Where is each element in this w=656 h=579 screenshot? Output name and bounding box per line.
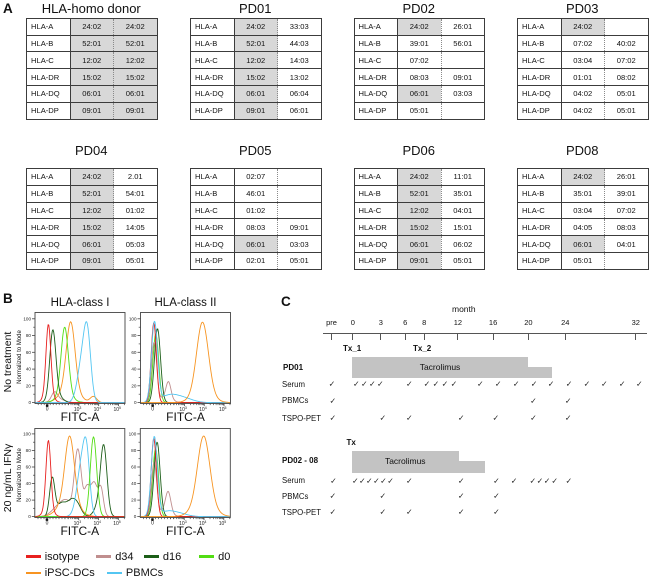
svg-text:0: 0	[151, 521, 154, 527]
svg-text:80: 80	[131, 333, 137, 338]
svg-text:60: 60	[131, 465, 137, 470]
svg-text:100: 100	[129, 432, 137, 437]
svg-text:60: 60	[131, 350, 137, 355]
svg-text:0: 0	[46, 521, 49, 527]
svg-text:20: 20	[131, 498, 137, 503]
svg-text:104: 104	[94, 406, 102, 413]
svg-text:20: 20	[26, 383, 32, 388]
svg-text:104: 104	[199, 520, 207, 527]
svg-text:40: 40	[131, 481, 137, 486]
svg-text:0: 0	[28, 514, 31, 519]
svg-text:100: 100	[23, 316, 31, 321]
svg-text:20: 20	[131, 383, 137, 388]
svg-text:104: 104	[93, 520, 101, 527]
svg-text:0: 0	[134, 400, 137, 405]
svg-text:103: 103	[179, 520, 187, 527]
svg-text:0: 0	[46, 407, 49, 413]
svg-text:105: 105	[219, 520, 227, 527]
svg-text:0: 0	[151, 407, 154, 413]
svg-text:80: 80	[131, 448, 137, 453]
svg-text:100: 100	[23, 432, 31, 437]
svg-text:60: 60	[26, 465, 32, 470]
svg-text:0: 0	[28, 400, 31, 405]
svg-text:0: 0	[134, 514, 137, 519]
svg-text:80: 80	[26, 448, 32, 453]
svg-text:105: 105	[219, 406, 227, 413]
svg-text:105: 105	[113, 406, 121, 413]
svg-text:20: 20	[26, 498, 32, 503]
svg-text:104: 104	[199, 406, 207, 413]
svg-text:40: 40	[131, 367, 137, 372]
svg-text:103: 103	[74, 520, 82, 527]
svg-text:80: 80	[26, 333, 32, 338]
svg-text:40: 40	[26, 367, 32, 372]
svg-text:40: 40	[26, 481, 32, 486]
svg-text:105: 105	[113, 520, 121, 527]
svg-text:103: 103	[179, 406, 187, 413]
svg-text:60: 60	[26, 350, 32, 355]
svg-text:103: 103	[74, 406, 82, 413]
svg-text:100: 100	[129, 316, 137, 321]
